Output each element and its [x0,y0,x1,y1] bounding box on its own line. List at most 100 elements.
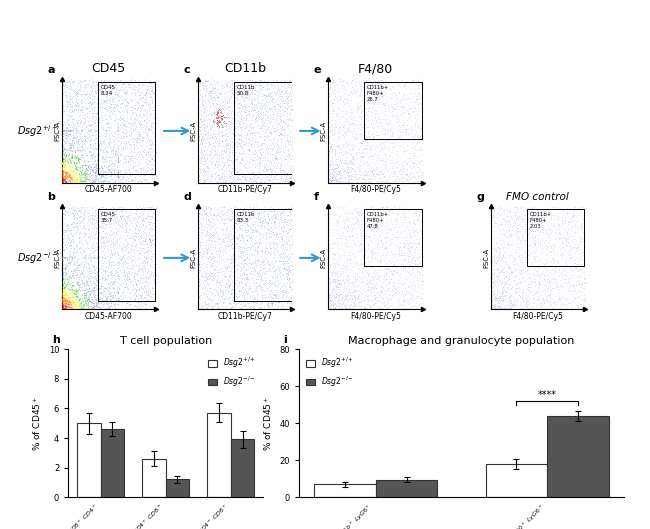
Point [257,288,268,297]
Point [90,178,101,186]
Point [214,117,224,126]
Point [207,111,217,119]
Point [233,131,244,140]
Point [220,136,230,144]
Point [140,168,151,177]
Point [523,250,533,259]
Point [108,76,118,84]
Point [283,174,294,183]
Point [356,177,367,186]
Point [369,166,379,174]
Point [493,242,503,251]
Point [337,205,348,214]
Point [194,171,204,179]
Point [372,130,383,139]
Point [106,263,116,272]
Point [357,169,367,178]
Point [392,97,402,106]
Point [118,121,129,129]
Point [274,174,284,182]
Point [212,230,222,239]
Point [88,97,98,106]
Point [337,301,347,309]
Point [388,169,398,177]
Point [58,297,69,306]
Point [287,235,298,243]
Point [80,177,90,186]
Point [391,80,401,88]
Point [100,304,110,312]
Point [68,293,79,301]
Point [73,304,84,312]
Point [410,143,420,151]
Point [366,142,376,151]
Point [486,298,497,306]
Point [557,202,567,211]
Point [146,114,156,123]
Point [371,275,382,284]
Point [213,268,224,277]
Point [106,273,116,282]
Point [75,106,85,114]
Point [197,254,207,262]
Point [223,90,233,98]
Point [324,90,335,98]
Point [194,241,205,250]
Point [194,139,205,147]
Point [344,207,354,215]
Point [137,303,148,311]
Point [334,168,345,177]
Point [123,251,133,260]
Point [361,278,371,287]
Point [248,124,259,132]
Point [227,80,237,89]
Point [65,170,75,179]
Point [233,281,244,289]
Point [281,289,291,298]
Point [246,94,257,102]
Point [358,213,369,221]
Point [335,261,345,270]
Point [526,208,536,216]
Point [135,249,145,257]
Point [196,167,206,175]
Point [344,87,355,95]
Point [200,159,211,167]
Point [572,212,582,220]
Point [112,235,122,243]
Point [254,168,264,177]
Point [367,254,378,263]
Point [77,268,87,276]
Point [330,172,341,181]
Point [358,232,369,241]
Point [378,301,389,309]
Point [103,220,113,228]
Point [332,127,342,135]
Point [495,304,505,312]
Point [217,290,228,298]
Point [144,138,154,147]
Point [490,302,501,310]
Point [221,244,231,252]
Point [515,204,525,213]
Point [65,178,75,186]
Point [328,80,339,89]
Point [324,291,335,299]
Point [91,281,101,289]
Point [255,145,266,153]
Point [403,282,413,291]
Point [207,231,217,240]
Point [206,77,216,85]
Point [66,159,77,167]
Point [525,208,535,217]
Point [393,115,404,124]
Point [327,165,337,173]
Point [90,295,100,304]
Point [128,231,138,240]
Point [93,260,103,269]
Point [207,145,218,153]
Point [346,156,357,164]
Point [87,273,98,281]
Point [334,127,345,136]
Point [356,236,367,244]
